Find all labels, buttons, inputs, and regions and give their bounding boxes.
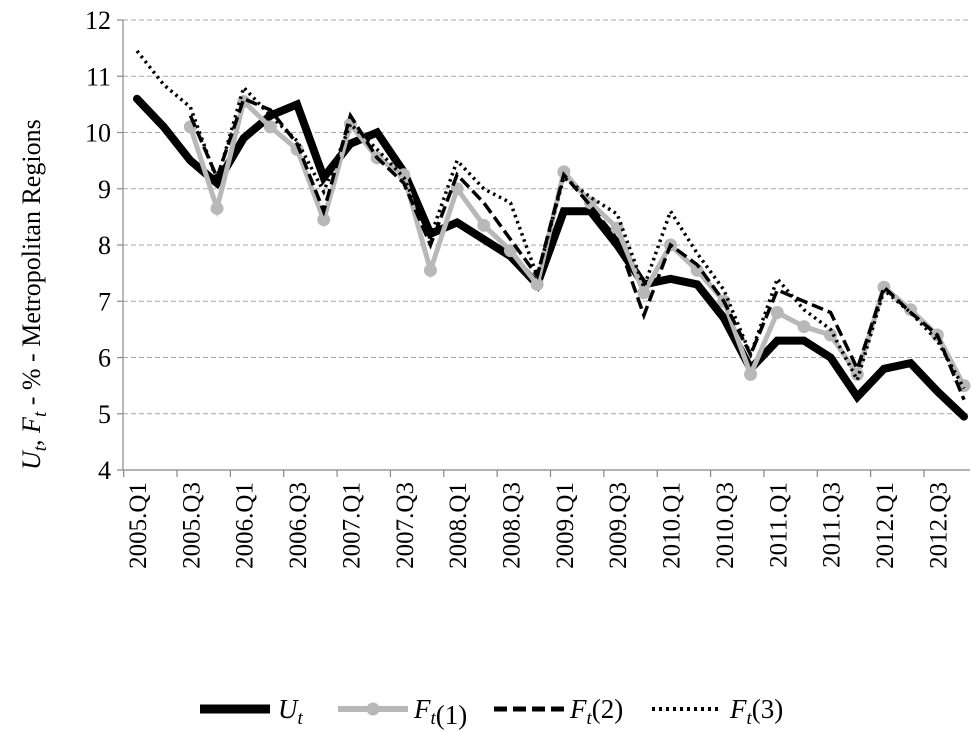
x-tick-label: 2011.Q1 <box>765 482 792 568</box>
y-tick-label: 8 <box>98 231 111 260</box>
series-lines <box>133 49 971 421</box>
series-point <box>797 320 811 334</box>
legend-marker-ft1 <box>366 702 380 716</box>
x-tick-label: 2009.Q3 <box>605 482 632 569</box>
x-tick-label: 2005.Q1 <box>125 482 152 569</box>
y-tick-label: 10 <box>85 119 111 148</box>
x-tick-label: 2011.Q3 <box>819 482 846 568</box>
series-point <box>397 168 411 182</box>
x-tick-label: 2007.Q3 <box>392 482 419 569</box>
y-tick-label: 11 <box>86 62 111 91</box>
series-point <box>477 218 491 232</box>
legend-item-ft2: Ft(2) <box>494 694 623 729</box>
series-line-f-t-2- <box>188 96 966 401</box>
legend-label-ft3: Ft(3) <box>729 694 783 729</box>
axes <box>117 19 970 477</box>
series-point <box>770 306 784 319</box>
series-point <box>744 367 758 381</box>
legend-label-ut: Ut <box>278 694 304 729</box>
series-point <box>557 165 571 179</box>
x-tick-label: 2005.Q3 <box>178 482 205 569</box>
series-point <box>824 328 838 342</box>
y-axis-label: Ut, Ft - % - Metropolitan Regions <box>17 119 51 470</box>
x-tick-labels: 2005.Q1 2005.Q3 2006.Q1 2006.Q3 2007.Q1 2007.… <box>125 482 952 569</box>
x-tick-label: 2008.Q1 <box>445 482 472 569</box>
series-line-f-t-3- <box>135 49 966 390</box>
y-tick-label: 5 <box>98 400 111 429</box>
series-point <box>637 286 651 300</box>
series-line-f-t-1- <box>187 96 967 389</box>
legend-item-ft3: Ft(3) <box>652 694 783 729</box>
x-tick-label: 2010.Q1 <box>659 482 686 569</box>
x-tick-label: 2006.Q1 <box>232 482 259 569</box>
y-tick-label: 4 <box>98 456 111 485</box>
x-tick-label: 2012.Q3 <box>925 482 952 569</box>
series-point <box>530 277 544 291</box>
series-point <box>850 367 864 381</box>
x-tick-label: 2012.Q1 <box>872 482 899 569</box>
series-point <box>317 213 331 227</box>
y-tick-label: 7 <box>98 287 111 316</box>
x-tick-label: 2008.Q3 <box>498 482 525 569</box>
y-tick-label: 6 <box>98 344 111 373</box>
x-tick-label: 2006.Q3 <box>285 482 312 569</box>
y-tick-labels: 4 5 6 7 8 9 10 11 12 <box>85 6 111 485</box>
legend: Ut Ft(1) Ft(2) Ft(3) <box>200 694 783 730</box>
legend-item-ut: Ut <box>200 694 304 729</box>
series-point <box>503 244 517 258</box>
y-tick-label: 9 <box>98 175 111 204</box>
x-tick-label: 2009.Q1 <box>552 482 579 569</box>
series-point <box>690 263 704 277</box>
y-tick-label: 12 <box>85 6 111 35</box>
series-line-u-t <box>133 94 968 421</box>
x-tick-label: 2010.Q3 <box>712 482 739 569</box>
series-point <box>210 201 224 215</box>
legend-label-ft1: Ft(1) <box>413 694 467 730</box>
x-tick-label: 2007.Q1 <box>338 482 365 569</box>
series-point <box>904 303 918 317</box>
legend-label-ft2: Ft(2) <box>569 694 623 729</box>
series-point <box>263 120 277 134</box>
series-point <box>423 263 437 277</box>
legend-item-ft1: Ft(1) <box>338 694 467 730</box>
